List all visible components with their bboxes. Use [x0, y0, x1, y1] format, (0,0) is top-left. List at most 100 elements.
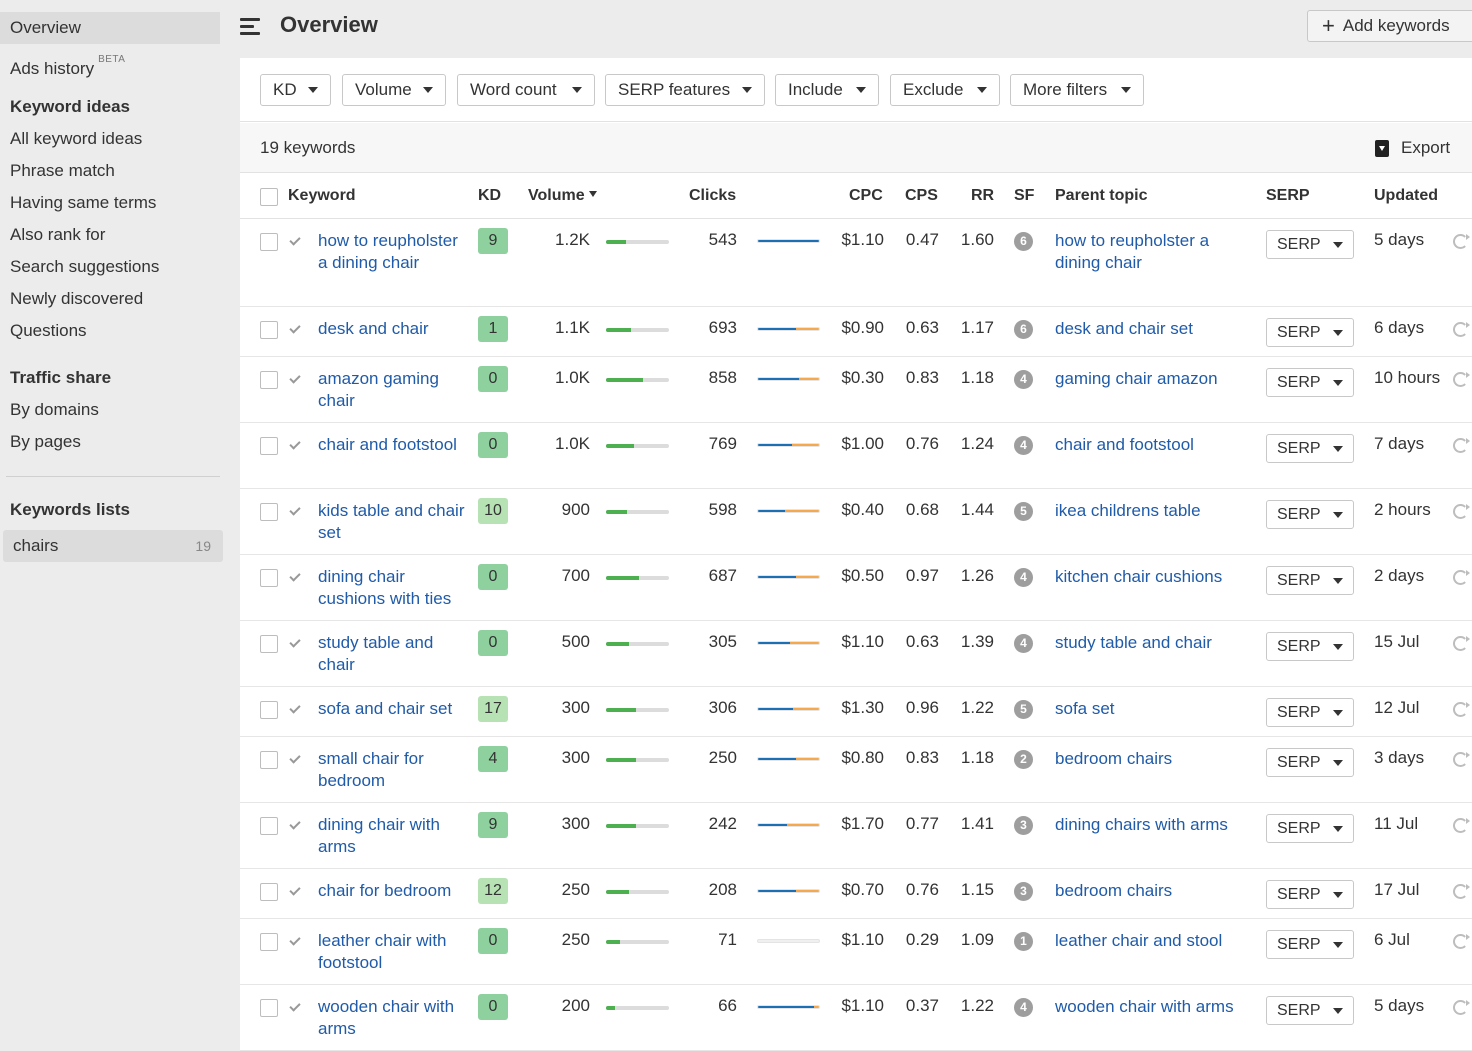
serp-dropdown-button[interactable]: SERP	[1266, 698, 1354, 727]
parent-topic-link[interactable]: kitchen chair cushions	[1055, 567, 1223, 586]
keyword-link[interactable]: leather chair with footstool	[318, 931, 447, 972]
column-sf[interactable]: SF	[1014, 187, 1035, 204]
serp-features-count[interactable]: 6	[1014, 232, 1033, 251]
serp-features-count[interactable]: 6	[1014, 320, 1033, 339]
row-checkbox[interactable]	[260, 321, 278, 339]
sidebar-item-newly-discovered[interactable]: Newly discovered	[10, 289, 144, 308]
row-checkbox[interactable]	[260, 371, 278, 389]
serp-features-count[interactable]: 4	[1014, 634, 1033, 653]
sidebar-item-ads-history[interactable]: Ads history BETA	[0, 44, 220, 78]
serp-dropdown-button[interactable]: SERP	[1266, 814, 1354, 843]
refresh-icon[interactable]	[1453, 372, 1470, 387]
menu-icon[interactable]	[240, 17, 260, 35]
column-clicks[interactable]: Clicks	[689, 187, 737, 204]
serp-dropdown-button[interactable]: SERP	[1266, 748, 1354, 777]
keyword-link[interactable]: kids table and chair set	[318, 501, 465, 542]
filter-volume[interactable]: Volume	[342, 74, 446, 106]
parent-topic-link[interactable]: bedroom chairs	[1055, 881, 1173, 900]
parent-topic-link[interactable]: how to reupholster a dining chair	[1055, 231, 1210, 272]
parent-topic-link[interactable]: desk and chair set	[1055, 319, 1193, 338]
serp-features-count[interactable]: 5	[1014, 700, 1033, 719]
row-checkbox[interactable]	[260, 701, 278, 719]
column-volume[interactable]: Volume	[528, 187, 597, 205]
parent-topic-link[interactable]: wooden chair with arms	[1055, 997, 1234, 1016]
refresh-icon[interactable]	[1453, 504, 1470, 519]
serp-dropdown-button[interactable]: SERP	[1266, 368, 1354, 397]
column-rr[interactable]: RR	[971, 187, 995, 204]
row-checkbox[interactable]	[260, 503, 278, 521]
sidebar-item-overview[interactable]: Overview	[0, 12, 220, 44]
row-checkbox[interactable]	[260, 233, 278, 251]
serp-dropdown-button[interactable]: SERP	[1266, 880, 1354, 909]
parent-topic-link[interactable]: ikea childrens table	[1055, 501, 1201, 520]
refresh-icon[interactable]	[1453, 702, 1470, 717]
sidebar-item-by-domains[interactable]: By domains	[10, 400, 99, 419]
filter-word-count[interactable]: Word count	[457, 74, 595, 106]
filter-exclude[interactable]: Exclude	[890, 74, 1000, 106]
row-checkbox[interactable]	[260, 933, 278, 951]
column-updated[interactable]: Updated	[1374, 187, 1438, 204]
keyword-link[interactable]: dining chair with arms	[318, 815, 440, 856]
sidebar-item-having-same-terms[interactable]: Having same terms	[10, 193, 157, 212]
serp-dropdown-button[interactable]: SERP	[1266, 318, 1354, 347]
keyword-link[interactable]: dining chair cushions with ties	[318, 567, 452, 608]
serp-features-count[interactable]: 3	[1014, 816, 1033, 835]
serp-dropdown-button[interactable]: SERP	[1266, 566, 1354, 595]
keyword-link[interactable]: how to reupholster a dining chair	[318, 231, 458, 272]
add-keywords-button[interactable]: + Add keywords	[1307, 10, 1472, 42]
row-checkbox[interactable]	[260, 635, 278, 653]
sidebar-item-all-keyword-ideas[interactable]: All keyword ideas	[10, 129, 143, 148]
keyword-link[interactable]: desk and chair	[318, 319, 429, 338]
keyword-link[interactable]: chair and footstool	[318, 435, 457, 454]
refresh-icon[interactable]	[1453, 884, 1470, 899]
sidebar-item-phrase-match[interactable]: Phrase match	[10, 161, 115, 180]
sidebar-item-search-suggestions[interactable]: Search suggestions	[10, 257, 160, 276]
column-cpc[interactable]: CPC	[849, 187, 883, 204]
refresh-icon[interactable]	[1453, 1000, 1470, 1015]
serp-features-count[interactable]: 1	[1014, 932, 1033, 951]
column-keyword[interactable]: Keyword	[288, 187, 356, 204]
filter-more-filters[interactable]: More filters	[1010, 74, 1144, 106]
keyword-link[interactable]: chair for bedroom	[318, 881, 452, 900]
serp-dropdown-button[interactable]: SERP	[1266, 632, 1354, 661]
parent-topic-link[interactable]: dining chairs with arms	[1055, 815, 1228, 834]
refresh-icon[interactable]	[1453, 438, 1470, 453]
keyword-link[interactable]: amazon gaming chair	[318, 369, 439, 410]
select-all-checkbox[interactable]	[260, 188, 278, 206]
sidebar-item-also-rank-for[interactable]: Also rank for	[10, 225, 106, 244]
sidebar-list-chairs[interactable]: chairs 19	[3, 530, 223, 562]
refresh-icon[interactable]	[1453, 818, 1470, 833]
parent-topic-link[interactable]: sofa set	[1055, 699, 1115, 718]
serp-features-count[interactable]: 4	[1014, 568, 1033, 587]
refresh-icon[interactable]	[1453, 934, 1470, 949]
parent-topic-link[interactable]: gaming chair amazon	[1055, 369, 1218, 388]
refresh-icon[interactable]	[1453, 752, 1470, 767]
serp-features-count[interactable]: 4	[1014, 370, 1033, 389]
filter-kd[interactable]: KD	[260, 74, 331, 106]
keyword-link[interactable]: wooden chair with arms	[318, 997, 455, 1038]
serp-features-count[interactable]: 2	[1014, 750, 1033, 769]
filter-serp-features[interactable]: SERP features	[605, 74, 765, 106]
column-kd[interactable]: KD	[478, 187, 502, 204]
serp-features-count[interactable]: 4	[1014, 998, 1033, 1017]
parent-topic-link[interactable]: chair and footstool	[1055, 435, 1194, 454]
row-checkbox[interactable]	[260, 437, 278, 455]
refresh-icon[interactable]	[1453, 234, 1470, 249]
keyword-link[interactable]: sofa and chair set	[318, 699, 453, 718]
serp-features-count[interactable]: 3	[1014, 882, 1033, 901]
serp-dropdown-button[interactable]: SERP	[1266, 930, 1354, 959]
parent-topic-link[interactable]: study table and chair	[1055, 633, 1212, 652]
keyword-link[interactable]: study table and chair	[318, 633, 434, 674]
serp-dropdown-button[interactable]: SERP	[1266, 500, 1354, 529]
filter-include[interactable]: Include	[775, 74, 879, 106]
serp-dropdown-button[interactable]: SERP	[1266, 434, 1354, 463]
column-cps[interactable]: CPS	[905, 187, 938, 204]
refresh-icon[interactable]	[1453, 322, 1470, 337]
row-checkbox[interactable]	[260, 817, 278, 835]
parent-topic-link[interactable]: leather chair and stool	[1055, 931, 1223, 950]
serp-features-count[interactable]: 4	[1014, 436, 1033, 455]
serp-dropdown-button[interactable]: SERP	[1266, 230, 1354, 259]
refresh-icon[interactable]	[1453, 570, 1470, 585]
sidebar-item-by-pages[interactable]: By pages	[10, 432, 81, 451]
row-checkbox[interactable]	[260, 751, 278, 769]
